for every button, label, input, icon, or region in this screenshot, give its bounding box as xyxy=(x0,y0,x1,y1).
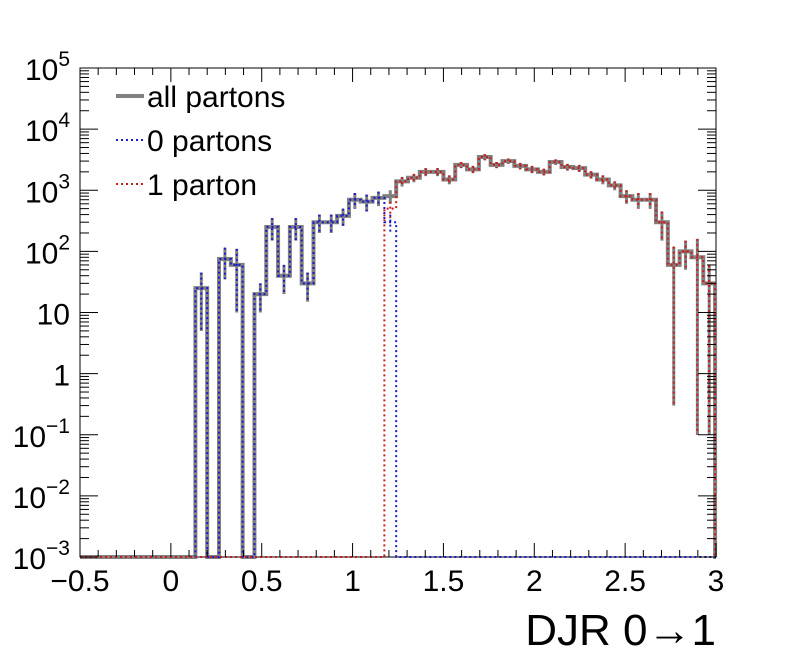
x-tick-label: 1.5 xyxy=(423,565,465,598)
series-line xyxy=(80,196,716,558)
y-tick-label: 104 xyxy=(25,109,70,148)
y-tick-label: 105 xyxy=(25,48,70,87)
series-3 xyxy=(80,154,717,558)
y-tick-label: 10−3 xyxy=(13,537,70,576)
x-tick-label: 1 xyxy=(344,565,361,598)
series-2 xyxy=(80,191,716,558)
y-tick-label: 103 xyxy=(25,170,70,209)
x-axis-title: DJR 0→1 xyxy=(525,606,716,655)
y-tick-label: 10−2 xyxy=(13,476,70,515)
x-tick-label: −0.5 xyxy=(50,565,109,598)
y-tick-label: 10 xyxy=(37,299,70,332)
x-tick-label: 0.5 xyxy=(241,565,283,598)
series-line xyxy=(80,155,717,558)
series-layer xyxy=(80,154,718,559)
legend-label: 1 parton xyxy=(147,169,257,202)
y-tick-label: 1 xyxy=(53,360,70,393)
series-line xyxy=(80,154,718,559)
legend: all partons 0 partons 1 parton xyxy=(116,81,285,202)
x-tick-label: 2 xyxy=(526,565,543,598)
legend-label: 0 partons xyxy=(147,125,272,158)
x-tick-label: 3 xyxy=(708,565,725,598)
axes-layer: −0.5 0 0.5 1 1.5 2 2.5 3 10−3 10−2 10−1 1 10 102 103 10… xyxy=(13,48,725,598)
y-tick-label: 102 xyxy=(25,231,70,270)
x-tick-label: 2.5 xyxy=(604,565,646,598)
series-1 xyxy=(80,154,718,559)
x-tick-label: 0 xyxy=(163,565,180,598)
y-tick-label: 10−1 xyxy=(13,415,70,454)
legend-label: all partons xyxy=(147,81,285,114)
